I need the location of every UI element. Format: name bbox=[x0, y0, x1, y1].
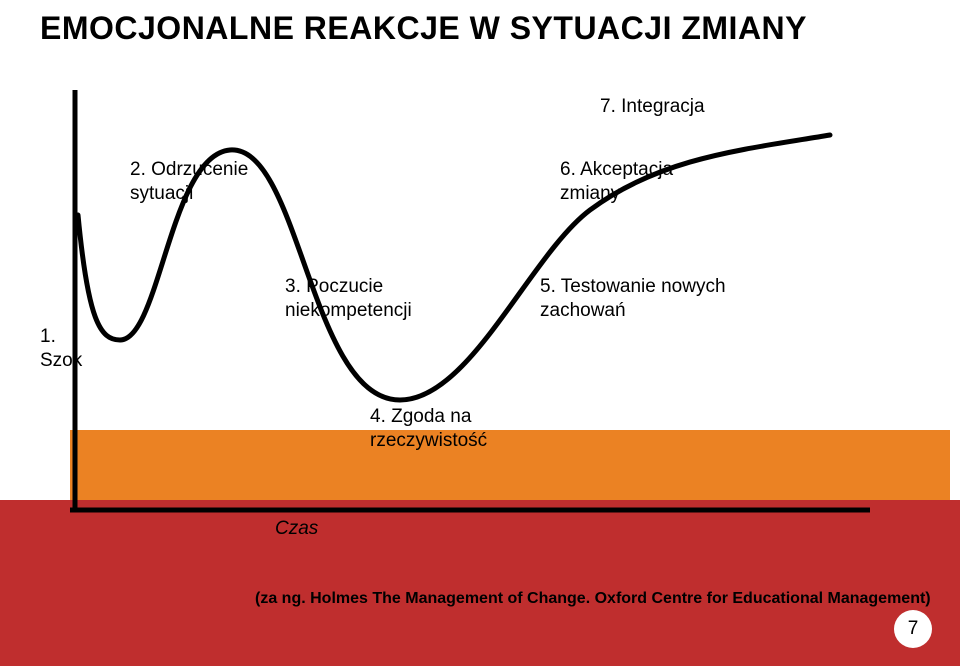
chart-area bbox=[0, 80, 960, 550]
stage-6-label: 6. Akceptacja zmiany bbox=[560, 158, 673, 206]
stage-3-label: 3. Poczucie niekompetencji bbox=[285, 275, 412, 323]
page-number: 7 bbox=[908, 618, 919, 640]
change-curve-chart bbox=[0, 80, 960, 550]
stage-5-label: 5. Testowanie nowych zachowań bbox=[540, 275, 726, 323]
stage-4-label: 4. Zgoda na rzeczywistość bbox=[370, 405, 487, 453]
page-title: EMOCJONALNE REAKCJE W SYTUACJI ZMIANY bbox=[40, 10, 807, 47]
page-number-badge: 7 bbox=[894, 610, 932, 648]
stage-1-label: 1. Szok bbox=[40, 325, 82, 373]
slide: EMOCJONALNE REAKCJE W SYTUACJI ZMIANY 1.… bbox=[0, 0, 960, 666]
stage-7-label: 7. Integracja bbox=[600, 95, 705, 119]
stage-2-label: 2. Odrzucenie sytuacji bbox=[130, 158, 248, 206]
axis-tick-svg bbox=[0, 500, 960, 560]
citation-text: (za ng. Holmes The Management of Change.… bbox=[255, 590, 931, 608]
